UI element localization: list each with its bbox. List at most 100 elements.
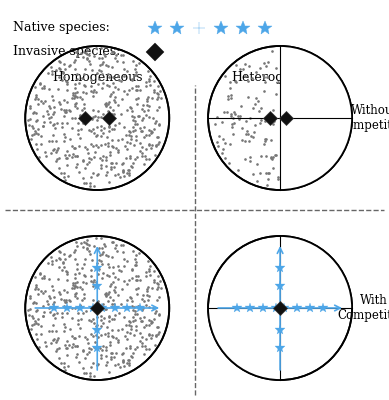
Point (158, 95, 164, 102)
Point (61, 113, 67, 119)
Point (95, 322, 101, 328)
Circle shape (208, 46, 352, 190)
Point (134, 154, 140, 160)
Point (130, 350, 136, 356)
Point (79, 265, 85, 271)
Point (42, 338, 48, 345)
Point (95, 361, 102, 368)
Point (226, 160, 232, 166)
Point (61, 97, 67, 103)
Point (137, 314, 143, 321)
Point (154, 286, 160, 292)
Point (90, 333, 96, 339)
Point (83, 90, 89, 96)
Point (105, 253, 111, 259)
Point (133, 286, 139, 292)
Point (27, 306, 33, 312)
Point (50, 122, 56, 128)
Point (151, 88, 157, 95)
Point (126, 356, 133, 363)
Point (104, 169, 110, 176)
Point (103, 62, 109, 68)
Point (120, 357, 126, 363)
Point (93, 45, 99, 52)
Point (110, 74, 116, 80)
Point (128, 136, 135, 143)
Point (261, 141, 267, 147)
Point (56, 164, 62, 171)
Circle shape (208, 236, 352, 380)
Point (110, 316, 117, 322)
Point (45, 70, 51, 76)
Point (72, 93, 79, 99)
Point (118, 111, 124, 118)
Point (105, 330, 112, 336)
Point (145, 156, 152, 162)
Point (103, 163, 109, 169)
Point (114, 58, 120, 64)
Point (135, 285, 141, 292)
Point (152, 120, 158, 126)
Point (107, 281, 114, 287)
Point (80, 346, 86, 353)
Point (156, 310, 163, 317)
Point (112, 94, 118, 100)
Point (132, 317, 138, 324)
Point (77, 284, 83, 291)
Point (143, 156, 149, 162)
Point (232, 78, 238, 84)
Point (214, 114, 220, 120)
Point (130, 275, 136, 281)
Point (228, 95, 234, 102)
Point (107, 104, 113, 110)
Point (145, 284, 151, 290)
Point (95, 108, 101, 114)
Point (129, 164, 135, 170)
Point (26, 122, 32, 128)
Point (141, 314, 147, 320)
Point (128, 326, 135, 333)
Point (239, 124, 245, 131)
Point (110, 106, 116, 113)
Point (67, 108, 73, 114)
Point (74, 350, 80, 357)
Point (89, 107, 96, 114)
Point (53, 138, 59, 144)
Point (77, 134, 83, 141)
Point (81, 291, 88, 297)
Point (124, 166, 131, 173)
Point (263, 136, 269, 142)
Point (148, 128, 154, 134)
Point (49, 68, 55, 74)
Point (133, 121, 140, 127)
Point (113, 145, 119, 151)
Point (35, 316, 41, 322)
Point (99, 157, 105, 163)
Point (44, 298, 51, 304)
Point (63, 107, 69, 114)
Point (83, 50, 89, 57)
Point (137, 148, 143, 154)
Point (106, 318, 112, 324)
Point (143, 273, 149, 279)
Point (155, 141, 161, 147)
Point (152, 333, 159, 339)
Point (40, 122, 46, 129)
Point (116, 86, 122, 92)
Point (152, 332, 159, 338)
Point (97, 354, 103, 361)
Point (76, 358, 82, 365)
Point (62, 109, 68, 116)
Point (33, 320, 39, 326)
Point (120, 169, 126, 176)
Point (245, 131, 251, 137)
Point (153, 118, 159, 124)
Point (90, 89, 96, 96)
Point (48, 304, 54, 310)
Point (120, 249, 126, 256)
Point (61, 170, 68, 176)
Point (93, 278, 99, 285)
Point (109, 136, 115, 143)
Point (148, 145, 154, 151)
Point (252, 94, 259, 101)
